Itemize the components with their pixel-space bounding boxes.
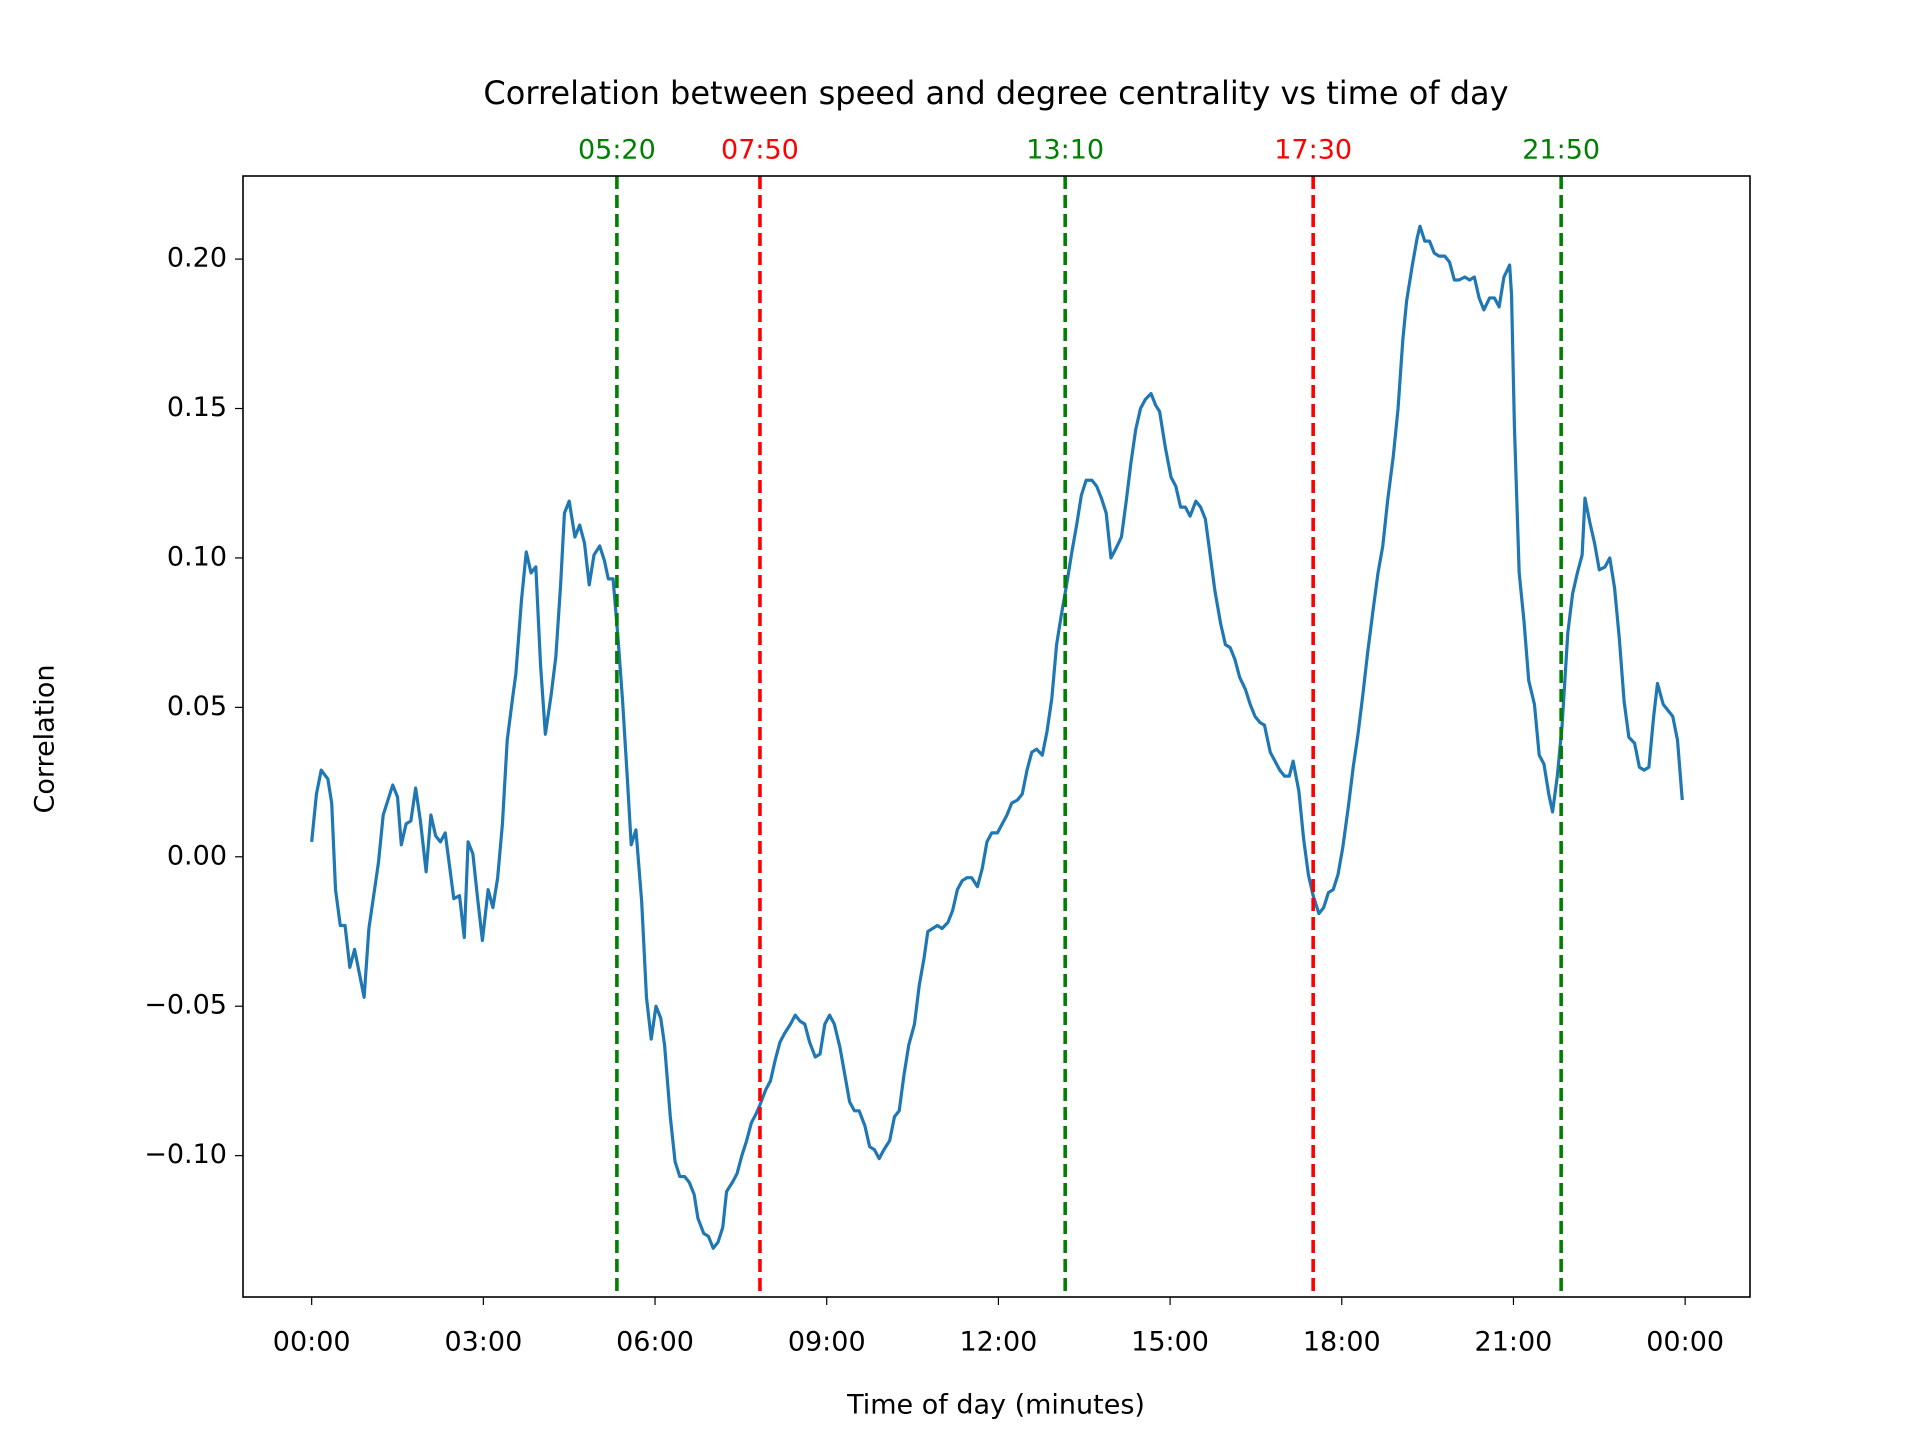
y-tick-label: 0.10 [167,541,227,572]
marker-label: 17:30 [1274,135,1352,166]
x-tick-label: 12:00 [960,1327,1038,1358]
marker-label: 21:50 [1522,135,1600,166]
y-axis-label: Correlation [30,665,61,814]
y-tick-label: −0.05 [144,990,227,1021]
x-tick-label: 06:00 [616,1327,694,1358]
y-tick-label: 0.15 [167,392,227,423]
x-tick-label: 00:00 [273,1327,351,1358]
chart-title: Correlation between speed and degree cen… [483,74,1508,112]
data-line [310,224,1684,1250]
x-tick-label: 18:00 [1303,1327,1381,1358]
marker-label: 07:50 [721,135,799,166]
x-tick-label: 15:00 [1131,1327,1209,1358]
x-tick-label: 21:00 [1475,1327,1553,1358]
y-tick-label: 0.00 [167,840,227,871]
marker-label: 05:20 [578,135,656,166]
x-tick-label: 03:00 [444,1327,522,1358]
plot-frame [242,175,1751,1298]
x-tick-label: 09:00 [788,1327,866,1358]
x-tick-label: 00:00 [1646,1327,1724,1358]
marker-label: 13:10 [1026,135,1104,166]
y-tick-label: 0.05 [167,691,227,722]
y-tick-label: −0.10 [144,1139,227,1170]
x-axis-label: Time of day (minutes) [846,1390,1145,1421]
y-tick-label: 0.20 [167,243,227,274]
